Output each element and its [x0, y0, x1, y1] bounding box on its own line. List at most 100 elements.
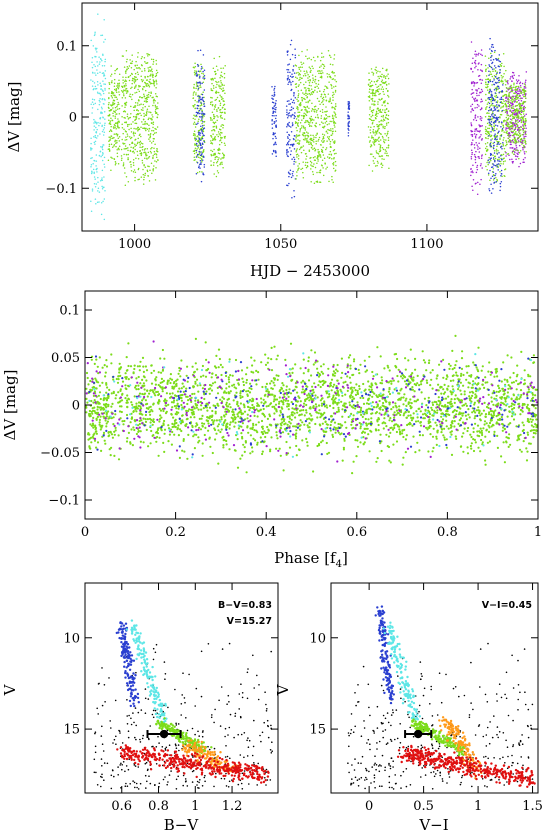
light-curve-point	[502, 53, 505, 55]
phase-point	[109, 454, 112, 457]
light-curve-point	[93, 98, 96, 101]
light-curve-point	[329, 120, 331, 123]
light-curve-point	[297, 139, 299, 141]
light-curve-point	[288, 121, 290, 124]
light-curve-point	[382, 116, 384, 118]
light-curve-point	[101, 108, 103, 110]
light-curve-point	[144, 61, 146, 63]
light-curve-point	[490, 46, 493, 48]
light-curve-point	[198, 138, 201, 141]
light-curve-point	[297, 165, 299, 167]
phase-point	[344, 380, 347, 383]
light-curve-point	[130, 96, 132, 98]
light-curve-point	[271, 153, 274, 155]
light-curve-point	[476, 144, 478, 146]
light-curve-point	[502, 75, 504, 78]
light-curve-point	[286, 131, 288, 134]
phase-point	[472, 449, 476, 453]
light-curve-point	[104, 122, 106, 124]
light-curve-point	[91, 112, 93, 114]
light-curve-point	[514, 122, 516, 125]
light-curve-point	[145, 97, 148, 99]
light-curve-point	[474, 158, 477, 161]
light-curve-point	[303, 112, 305, 115]
light-curve-point	[103, 18, 105, 21]
light-curve-point	[490, 59, 492, 61]
light-curve-point	[145, 62, 147, 64]
light-curve-point	[523, 86, 526, 88]
light-curve-point	[509, 87, 511, 90]
light-curve-point	[201, 171, 203, 173]
light-curve-point	[498, 81, 501, 84]
light-curve-point	[506, 114, 508, 116]
light-curve-point	[491, 138, 494, 140]
light-curve-point	[490, 157, 492, 160]
light-curve-point	[492, 70, 494, 73]
light-curve-point	[144, 147, 146, 150]
light-curve-point	[101, 65, 104, 67]
light-curve-point	[271, 127, 274, 129]
light-curve-point	[499, 142, 502, 145]
phase-point	[291, 371, 294, 374]
light-curve-point	[113, 133, 116, 135]
phase-point	[158, 407, 161, 410]
light-curve-point	[320, 75, 323, 77]
light-curve-point	[509, 140, 512, 142]
phase-point	[255, 429, 258, 432]
phase-point	[342, 448, 345, 451]
light-curve-point	[136, 142, 139, 145]
light-curve-point	[513, 116, 515, 118]
phase-point	[129, 365, 133, 368]
light-curve-point	[335, 80, 338, 83]
light-curve-point	[501, 102, 503, 104]
light-curve-point	[148, 53, 151, 56]
phase-point	[175, 407, 178, 410]
light-curve-point	[132, 121, 134, 123]
light-curve-point	[97, 84, 99, 86]
phase-point	[111, 436, 114, 439]
light-curve-point	[299, 66, 302, 68]
light-curve-point	[519, 150, 522, 152]
light-curve-point	[217, 107, 220, 109]
light-curve-point	[298, 79, 300, 81]
light-curve-point	[130, 105, 132, 108]
phase-point	[459, 374, 463, 377]
light-curve-point	[305, 119, 307, 122]
light-curve-point	[96, 167, 98, 170]
light-curve-point	[287, 64, 289, 66]
light-curve-point	[287, 184, 289, 187]
light-curve-point	[305, 131, 308, 133]
light-curve-point	[496, 106, 498, 109]
light-curve-point	[518, 151, 521, 154]
light-curve-point	[291, 53, 294, 56]
light-curve-point	[125, 121, 127, 124]
light-curve-point	[290, 82, 292, 84]
light-curve-point	[326, 156, 329, 158]
phase-point	[158, 418, 161, 421]
light-curve-point	[522, 130, 524, 132]
light-curve-point	[146, 169, 149, 171]
light-curve-point	[97, 65, 99, 67]
light-curve-point	[505, 124, 508, 126]
light-curve-point	[493, 99, 495, 102]
light-curve-point	[509, 134, 512, 137]
light-curve-point	[219, 115, 222, 118]
phase-point	[398, 428, 401, 431]
light-curve-point	[505, 139, 507, 142]
light-curve-point	[96, 51, 98, 53]
light-curve-point	[147, 157, 150, 159]
phase-point	[264, 353, 267, 356]
light-curve-point	[504, 168, 506, 171]
light-curve-point	[95, 48, 97, 51]
light-curve-point	[108, 143, 111, 146]
light-curve-point	[202, 121, 204, 123]
light-curve-point	[193, 130, 196, 132]
light-curve-point	[516, 80, 519, 83]
light-curve-point	[287, 113, 290, 115]
phase-point	[285, 388, 288, 392]
light-curve-point	[213, 173, 215, 175]
light-curve-point	[135, 157, 137, 160]
light-curve-point	[213, 117, 215, 120]
light-curve-point	[496, 134, 498, 137]
light-curve-point	[134, 116, 137, 118]
